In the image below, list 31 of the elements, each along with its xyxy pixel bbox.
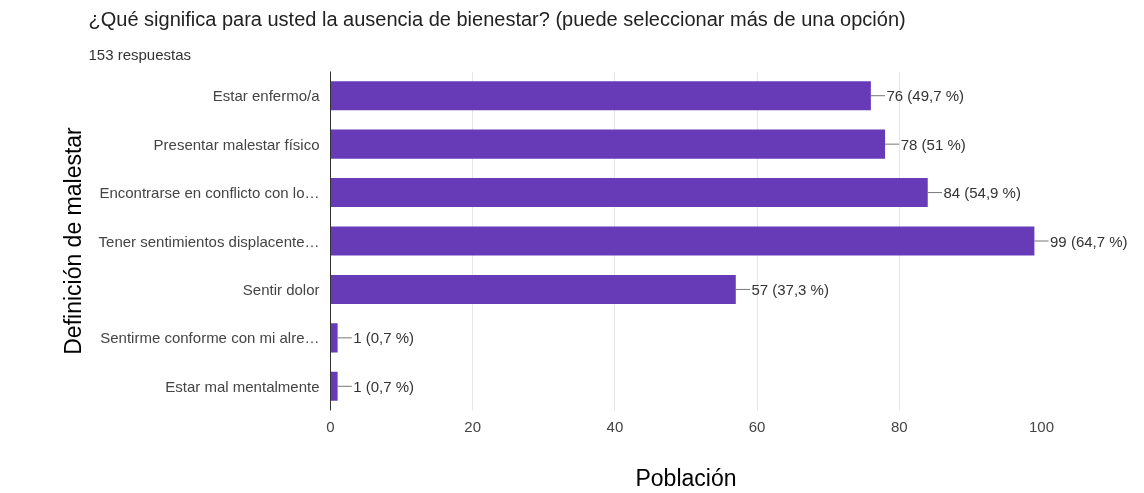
data-label: 99 (64,7 %) — [1050, 232, 1128, 250]
bar — [330, 226, 1035, 256]
x-tick-label: 0 — [326, 417, 335, 435]
x-tick-label: 60 — [748, 417, 766, 435]
text: 153 respuestas — [88, 45, 192, 63]
x-tick-label: 40 — [606, 417, 624, 435]
x-axis-title: Población — [635, 464, 737, 491]
data-label: 1 (0,7 %) — [353, 377, 415, 395]
data-label: 1 (0,7 %) — [353, 329, 415, 347]
data-label: 78 (51 %) — [900, 135, 966, 153]
bar — [330, 274, 736, 304]
y-tick-label: Estar enfermo/a — [212, 87, 321, 105]
data-label: 76 (49,7 %) — [886, 87, 965, 105]
y-axis-title: Definición de malestar — [59, 126, 86, 355]
bar — [330, 81, 871, 111]
y-tick-label: Presentar malestar físico — [153, 135, 320, 153]
bar — [330, 323, 338, 353]
bar — [330, 371, 338, 401]
x-tick-label: 100 — [1028, 417, 1055, 435]
data-label: 84 (54,9 %) — [943, 184, 1021, 202]
data-label: 57 (37,3 %) — [751, 280, 829, 298]
bar — [330, 178, 928, 208]
x-tick-label: 80 — [890, 417, 908, 435]
chart-title: ¿Qué significa para usted la ausencia de bienestar? (puede seleccionar más de una opción) — [88, 7, 906, 30]
y-tick-label: Tener sentimientos displacente… — [98, 232, 320, 250]
y-tick-label: Estar mal mentalmente — [165, 377, 320, 395]
bar — [330, 129, 886, 159]
y-tick-label: Sentirme conforme con mi alre… — [100, 329, 320, 347]
y-tick-label: Sentir dolor — [242, 280, 320, 298]
x-tick-label: 20 — [464, 417, 482, 435]
y-tick-label: Encontrarse en conflicto con lo… — [99, 184, 320, 202]
